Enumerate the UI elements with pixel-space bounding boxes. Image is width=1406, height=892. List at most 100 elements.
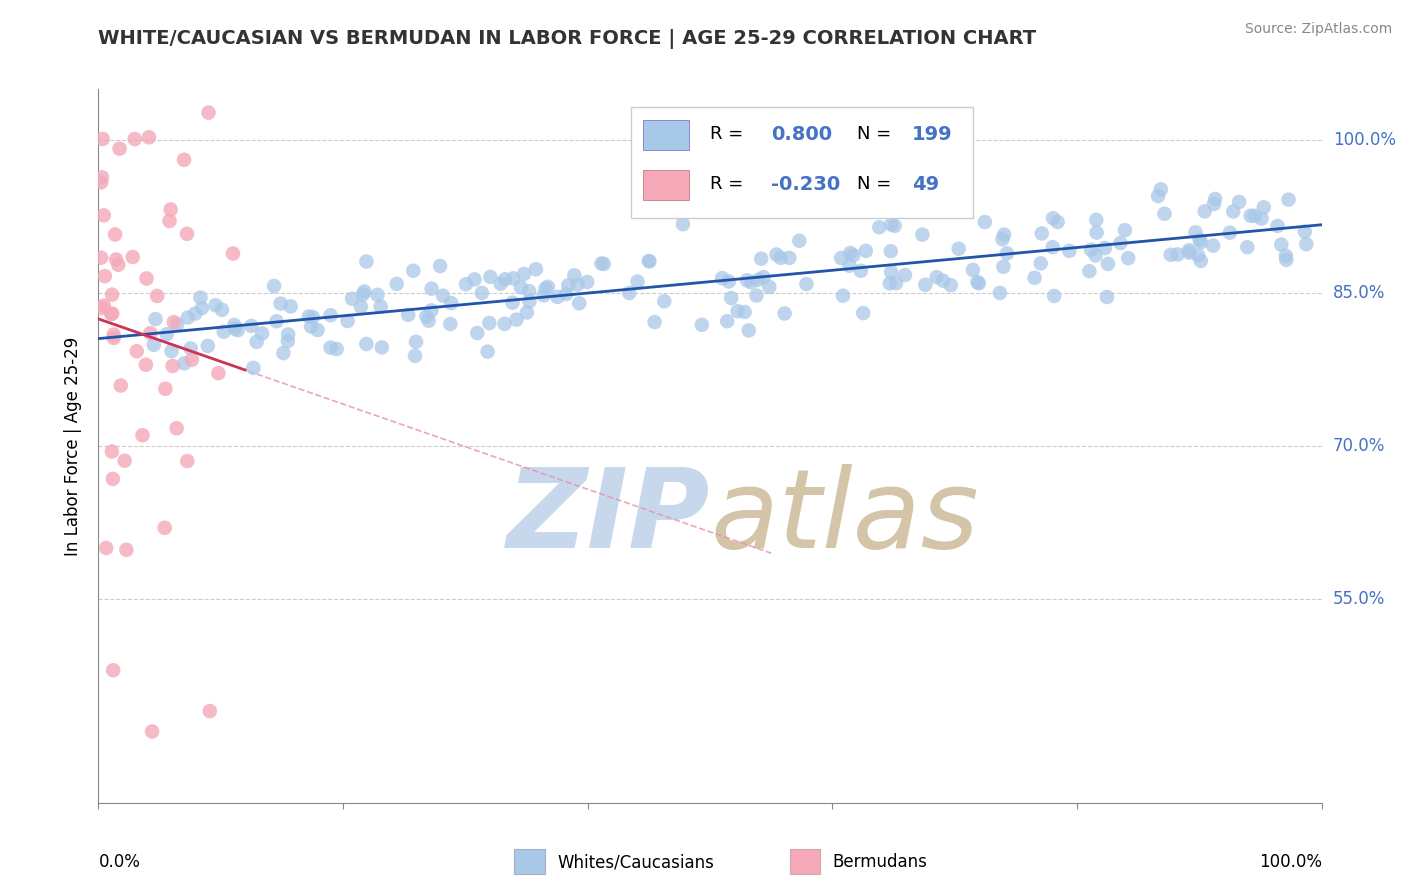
Point (519, 294, 541, 309)
FancyBboxPatch shape (515, 849, 546, 874)
Point (340, 292, 363, 306)
Point (914, 277, 936, 292)
Point (778, 251, 800, 265)
Text: N =: N = (856, 175, 891, 193)
Point (371, 340, 394, 354)
Point (1150, 182, 1173, 196)
Point (727, 304, 749, 318)
Point (325, 342, 347, 356)
Point (546, 290, 568, 304)
Text: Whites/Caucasians: Whites/Caucasians (557, 853, 714, 871)
Point (160, 344, 183, 359)
Point (396, 308, 419, 322)
Point (418, 314, 440, 328)
Point (1275, 252, 1298, 267)
Point (1031, 227, 1053, 241)
Point (159, 202, 181, 217)
Point (107, 258, 129, 272)
Point (967, 277, 990, 291)
Point (1253, 200, 1275, 214)
Text: 0.800: 0.800 (772, 125, 832, 144)
Point (740, 276, 762, 290)
Point (1189, 235, 1212, 250)
Point (962, 263, 984, 277)
Text: 100.0%: 100.0% (1258, 853, 1322, 871)
Point (94, 269, 117, 284)
Point (212, 325, 235, 339)
Text: atlas: atlas (710, 464, 979, 571)
Point (773, 306, 796, 320)
Point (749, 252, 772, 266)
Point (101, 287, 124, 301)
Point (464, 272, 486, 286)
Text: ZIP: ZIP (506, 464, 710, 571)
Point (101, 307, 124, 321)
Point (832, 289, 855, 303)
Point (517, 284, 540, 298)
Point (166, 318, 188, 332)
Point (1094, 241, 1116, 255)
Point (1178, 245, 1201, 260)
Point (299, 319, 322, 334)
Point (270, 296, 292, 310)
Point (644, 315, 666, 329)
Point (690, 318, 713, 332)
Point (1153, 207, 1175, 221)
Point (568, 296, 591, 310)
Point (1059, 244, 1081, 258)
Point (1202, 238, 1225, 252)
Point (494, 272, 516, 286)
Point (576, 275, 599, 289)
Point (1187, 248, 1209, 262)
Point (301, 310, 323, 324)
Point (439, 317, 461, 331)
Point (103, 331, 125, 345)
FancyBboxPatch shape (790, 849, 820, 874)
Point (1202, 197, 1225, 211)
Point (849, 264, 872, 278)
Point (883, 219, 905, 233)
Point (505, 312, 527, 326)
Point (173, 356, 195, 370)
Point (868, 220, 890, 235)
Point (1295, 237, 1317, 252)
Point (852, 306, 875, 320)
Text: 199: 199 (912, 125, 952, 144)
Point (993, 227, 1015, 242)
Point (769, 251, 792, 265)
Point (524, 262, 547, 277)
Point (974, 215, 997, 229)
Point (204, 298, 226, 312)
Point (222, 246, 245, 260)
Point (103, 327, 125, 342)
Point (110, 378, 132, 392)
Point (226, 323, 249, 337)
Point (319, 308, 342, 322)
Point (1085, 212, 1108, 227)
Point (350, 300, 373, 314)
Point (911, 227, 934, 242)
Point (717, 275, 740, 289)
Point (115, 542, 138, 557)
Point (141, 724, 163, 739)
Point (591, 256, 613, 270)
Point (567, 277, 589, 292)
Point (1188, 233, 1211, 247)
Point (356, 254, 378, 268)
Point (502, 271, 524, 285)
Point (1097, 257, 1119, 271)
Point (131, 428, 153, 442)
Point (1080, 243, 1102, 257)
Point (842, 248, 865, 262)
Point (1189, 253, 1212, 268)
Point (638, 254, 661, 268)
Point (176, 454, 198, 468)
Point (114, 453, 136, 467)
Point (224, 318, 246, 332)
Point (91, 132, 114, 146)
Point (420, 282, 443, 296)
Point (246, 334, 269, 349)
Point (101, 444, 124, 458)
Point (104, 227, 127, 242)
Point (1250, 211, 1272, 226)
